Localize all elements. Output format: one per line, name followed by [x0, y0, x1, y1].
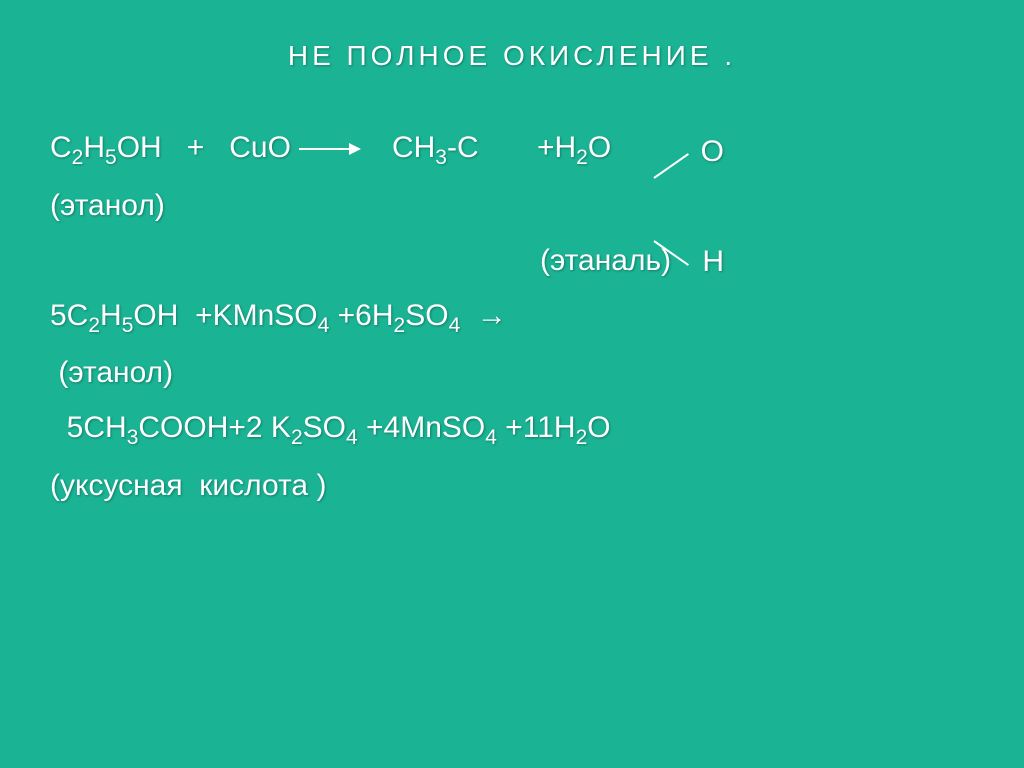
reaction-arrow-icon — [299, 148, 359, 150]
formula-text: +H — [479, 131, 577, 164]
formula-text: O — [588, 131, 611, 164]
subscript: 2 — [576, 426, 588, 449]
reaction1-label-line: (этанол) — [50, 180, 974, 231]
subscript: 5 — [105, 146, 117, 169]
formula-text: +6H — [329, 299, 393, 332]
formula-text: +4MnSO — [358, 411, 486, 444]
compound-label: (этаналь) — [540, 244, 671, 277]
subscript: 2 — [72, 146, 84, 169]
formula-text: SO — [303, 411, 346, 444]
formula-text: -C — [447, 131, 479, 164]
subscript: 4 — [449, 314, 461, 337]
subscript: 4 — [485, 426, 497, 449]
formula-text: H — [83, 131, 105, 164]
formula-text: SO — [405, 299, 448, 332]
reaction2-label2: (уксусная кислота ) — [50, 460, 974, 511]
subscript: 4 — [318, 314, 330, 337]
subscript: 4 — [346, 426, 358, 449]
formula-text: 5CH — [50, 411, 127, 444]
subscript: 5 — [122, 314, 134, 337]
compound-label: (уксусная кислота ) — [50, 469, 326, 502]
formula-text: OH — [117, 131, 162, 164]
aldehyde-oxygen: O — [701, 135, 724, 169]
arrow-text: → — [460, 299, 507, 332]
subscript: 2 — [291, 426, 303, 449]
reaction1-label2-line: (этаналь) — [50, 235, 974, 286]
reaction2-line1: 5C2H5OH +KMnSO4 +6H2SO4 → — [50, 290, 974, 344]
formula-text: H — [100, 299, 122, 332]
reaction1-line: C2H5OH + CuO CH3-C +H2O — [50, 122, 974, 176]
compound-label: (этанол) — [50, 189, 165, 222]
subscript: 2 — [394, 314, 406, 337]
formula-text: C — [50, 131, 72, 164]
subscript: 2 — [88, 314, 100, 337]
subscript: 3 — [127, 426, 139, 449]
formula-text: O — [587, 411, 610, 444]
formula-text: 5C — [50, 299, 88, 332]
formula-text: CH — [367, 131, 435, 164]
reaction2-label1: (этанол) — [50, 347, 974, 398]
formula-text: COOH+2 K — [138, 411, 291, 444]
reaction2-products: 5CH3COOH+2 K2SO4 +4MnSO4 +11H2O — [50, 402, 974, 456]
subscript: 2 — [576, 146, 588, 169]
formula-text: +11H — [497, 411, 576, 444]
slide-title: НЕ ПОЛНОЕ ОКИСЛЕНИЕ . — [50, 40, 974, 72]
compound-label: (этанол) — [50, 356, 173, 389]
formula-text: CuO — [229, 131, 291, 164]
plus-sign: + — [162, 131, 230, 164]
aldehyde-hydrogen: H — [702, 245, 724, 279]
subscript: 3 — [435, 146, 447, 169]
formula-text: OH +KMnSO — [133, 299, 317, 332]
slide-content: C2H5OH + CuO CH3-C +H2O (этанол) (этанал… — [50, 122, 974, 511]
